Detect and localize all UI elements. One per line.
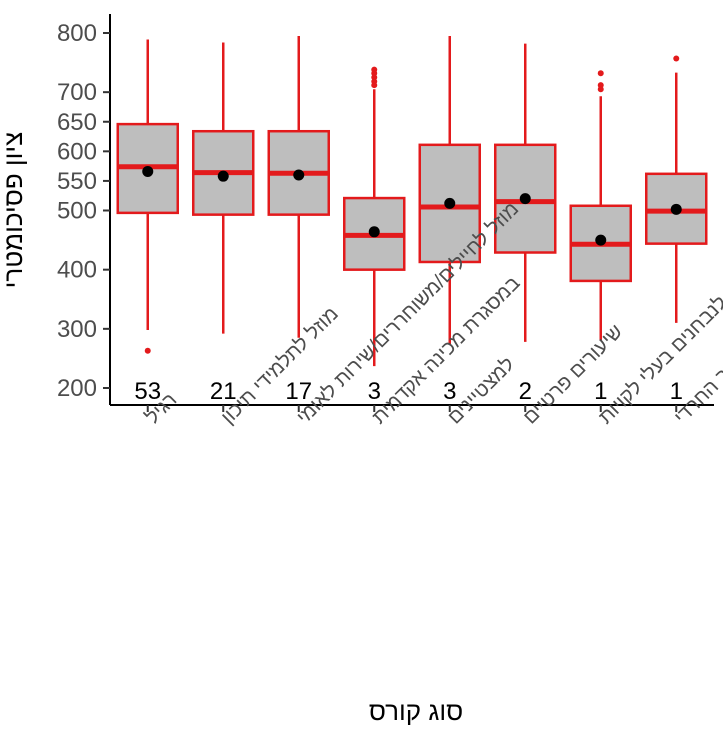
y-tick-label: 800 <box>57 20 97 47</box>
box-group: 53 <box>118 40 178 405</box>
mean-point <box>369 226 380 237</box>
outlier-point <box>371 67 377 73</box>
mean-point <box>218 171 229 182</box>
mean-point <box>142 166 153 177</box>
mean-point <box>595 235 606 246</box>
mean-point <box>293 170 304 181</box>
mean-point <box>671 204 682 215</box>
y-tick-label: 650 <box>57 109 97 136</box>
y-tick-label: 500 <box>57 198 97 225</box>
y-tick-label: 550 <box>57 168 97 195</box>
x-axis-title: סוג קורס <box>369 696 463 726</box>
outlier-point <box>598 70 604 76</box>
outlier-point <box>598 82 604 88</box>
mean-point <box>444 198 455 209</box>
plot-area: 53 21 17 3 3 2 1 1 <box>118 36 707 405</box>
y-tick-label: 600 <box>57 138 97 165</box>
outlier-point <box>145 348 151 354</box>
box-group: 21 <box>193 42 253 405</box>
y-tick-label: 300 <box>57 316 97 343</box>
y-axis-title: ציון פסיכומטרי <box>0 132 28 289</box>
y-tick-label: 700 <box>57 79 97 106</box>
mean-point <box>520 193 531 204</box>
y-tick-label: 400 <box>57 257 97 284</box>
outlier-point <box>673 55 679 61</box>
y-tick-label: 200 <box>57 375 97 402</box>
